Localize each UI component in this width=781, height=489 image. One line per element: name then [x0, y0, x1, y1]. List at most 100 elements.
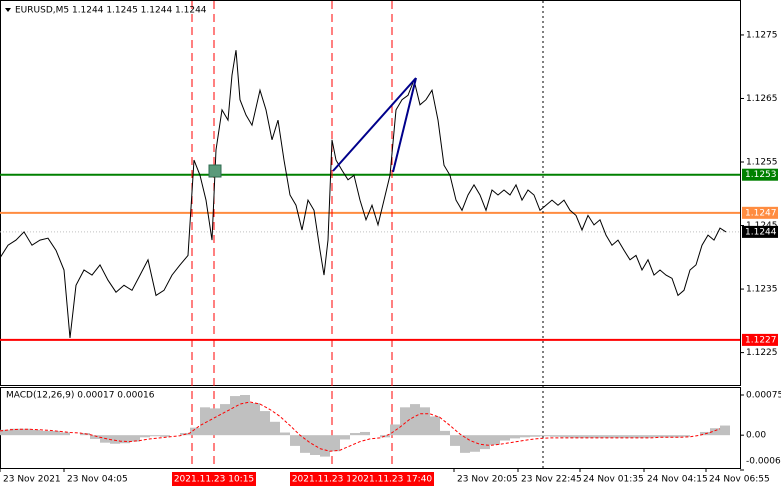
macd-bar: [600, 435, 610, 438]
macd-bar: [510, 435, 520, 439]
macd-bar: [280, 432, 290, 436]
macd-bar: [140, 435, 150, 438]
macd-bar: [420, 407, 430, 436]
current-price-label: 1.1244: [745, 227, 777, 237]
x-tick-label: 24 Nov 06:55: [709, 475, 770, 485]
macd-bar: [630, 435, 640, 438]
macd-bar: [260, 411, 270, 436]
macd-bar: [550, 435, 560, 437]
macd-bar: [380, 435, 390, 438]
macd-bar: [410, 404, 420, 436]
y-tick-label: -0.00065: [746, 457, 781, 467]
macd-bar: [290, 435, 300, 446]
macd-bar: [230, 396, 240, 436]
event-label-box: [172, 472, 256, 486]
macd-bar: [480, 435, 490, 450]
chart-title: EURUSD,M5 1.1244 1.1245 1.1244 1.1244: [15, 6, 207, 16]
y-tick-label: 1.1255: [746, 158, 778, 168]
macd-bar: [300, 435, 310, 453]
menu-icon: [5, 8, 11, 12]
x-tick-label: 23 Nov 22:45: [521, 475, 582, 485]
macd-bar: [640, 435, 650, 438]
macd-bar: [30, 429, 40, 436]
macd-bar: [100, 435, 110, 443]
entry-marker: [208, 164, 222, 178]
macd-bar: [460, 435, 470, 453]
event-label: 2021.11.23 17:40: [352, 475, 433, 485]
macd-bar: [500, 435, 510, 441]
level-label-box: [742, 333, 778, 346]
macd-title: MACD(12,26,9) 0.00017 0.00016: [6, 391, 155, 401]
trend-line: [392, 77, 417, 173]
macd-bar: [60, 432, 70, 436]
macd-bar: [0, 429, 10, 436]
macd-bar: [360, 431, 370, 436]
y-tick-label: 0.00075: [746, 391, 781, 401]
y-tick-label: 1.1265: [746, 94, 778, 104]
y-tick-label: 1.1225: [746, 348, 778, 358]
price-panel: [0, 0, 741, 386]
macd-bar: [160, 435, 170, 437]
x-tick-label: 23 Nov 20:05: [457, 475, 518, 485]
macd-panel: [0, 387, 741, 469]
macd-bar: [530, 435, 540, 437]
macd-bar: [710, 428, 720, 436]
event-label-box: [350, 472, 434, 486]
event-label: 2021.11.23 15:05: [292, 475, 372, 485]
level-label: 1.1227: [745, 335, 777, 345]
x-tick-label: 24 Nov 01:35: [583, 475, 644, 485]
level-label: 1.1253: [745, 170, 777, 180]
macd-bar: [150, 435, 160, 437]
macd-bar: [430, 416, 440, 436]
macd-bar: [200, 407, 210, 436]
macd-bar: [650, 435, 660, 438]
macd-bar: [580, 435, 590, 438]
macd-bar: [40, 430, 50, 436]
macd-bar: [270, 421, 280, 436]
signal-line: [0, 401, 721, 452]
macd-bar: [590, 435, 600, 438]
macd-bar: [540, 435, 550, 437]
macd-bar: [450, 435, 460, 446]
level-label-box: [742, 206, 778, 219]
macd-bar: [130, 435, 140, 442]
event-label: 2021.11.23 10:15: [174, 475, 254, 485]
macd-bar: [110, 435, 120, 444]
macd-bar: [490, 435, 500, 445]
macd-bar: [10, 428, 20, 436]
macd-bar: [340, 435, 350, 440]
y-tick-label: 1.1275: [746, 30, 778, 40]
macd-bar: [670, 435, 680, 438]
macd-bar: [350, 433, 360, 436]
macd-bar: [240, 395, 250, 436]
macd-bar: [90, 435, 100, 439]
macd-bar: [250, 403, 260, 436]
macd-bar: [210, 408, 220, 436]
macd-bar: [660, 435, 670, 438]
macd-bar: [120, 435, 130, 444]
macd-bar: [610, 435, 620, 438]
macd-bar: [390, 424, 400, 436]
level-label-box: [742, 168, 778, 181]
y-tick-label: 1.1235: [746, 285, 778, 295]
macd-bar: [620, 435, 630, 438]
macd-bar: [320, 435, 330, 457]
macd-bar: [190, 427, 200, 436]
macd-bar: [50, 430, 60, 436]
macd-bar: [570, 435, 580, 438]
current-price-box: [742, 225, 778, 238]
macd-bar: [470, 435, 480, 452]
macd-bar: [520, 435, 530, 438]
trend-line: [332, 77, 417, 172]
macd-bar: [720, 425, 730, 436]
macd-bar: [560, 435, 570, 438]
macd-bar: [400, 407, 410, 436]
x-tick-label: 23 Nov 04:05: [67, 475, 128, 485]
macd-bar: [440, 430, 450, 436]
macd-bar: [330, 435, 340, 452]
price-line: [0, 50, 727, 339]
macd-bar: [680, 435, 690, 437]
x-tick-label: 24 Nov 04:15: [647, 475, 708, 485]
macd-bar: [220, 404, 230, 436]
